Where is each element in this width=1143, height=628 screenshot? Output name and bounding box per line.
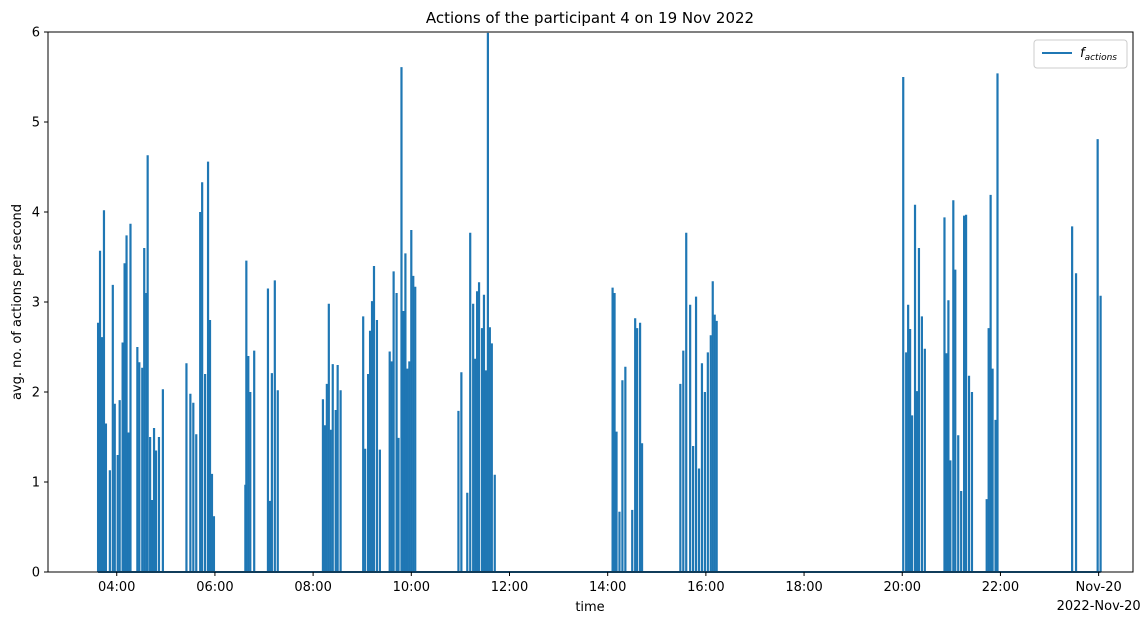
legend: factions [1033,39,1128,69]
x-tick-label: 10:00 [393,580,430,595]
x-tick-label: 20:00 [884,580,921,595]
x-tick-label: 16:00 [687,580,724,595]
legend-box [1033,39,1128,69]
y-tick-label: 0 [32,566,40,581]
legend-subscript: actions [1085,53,1118,63]
x-tick-label: 04:00 [98,580,135,595]
y-tick-label: 3 [32,296,40,311]
x-tick-label: 08:00 [294,580,331,595]
x-tick-label: 06:00 [196,580,233,595]
plot-area [96,32,1102,573]
x-tick-label: 12:00 [491,580,528,595]
x-axis: 04:00 06:00 08:00 10:00 12:00 14:00 16:00 18:00… [98,572,1122,595]
chart-title: Actions of the participant 4 on 19 Nov 2… [426,9,754,27]
y-tick-label: 6 [32,26,40,41]
y-tick-label: 5 [32,116,40,131]
x-tick-label: 22:00 [982,580,1019,595]
y-tick-label: 2 [32,386,40,401]
y-axis: 0 1 2 3 4 5 6 [32,26,48,581]
y-axis-label: avg. no. of actions per second [10,204,25,400]
x-tick-label: 18:00 [785,580,822,595]
x-axis-offset-label: 2022-Nov-20 [1057,599,1141,614]
y-tick-label: 1 [32,476,40,491]
y-tick-label: 4 [32,206,40,221]
x-tick-label: 14:00 [589,580,626,595]
x-tick-label: Nov-20 [1076,580,1122,595]
x-axis-label: time [575,600,604,615]
